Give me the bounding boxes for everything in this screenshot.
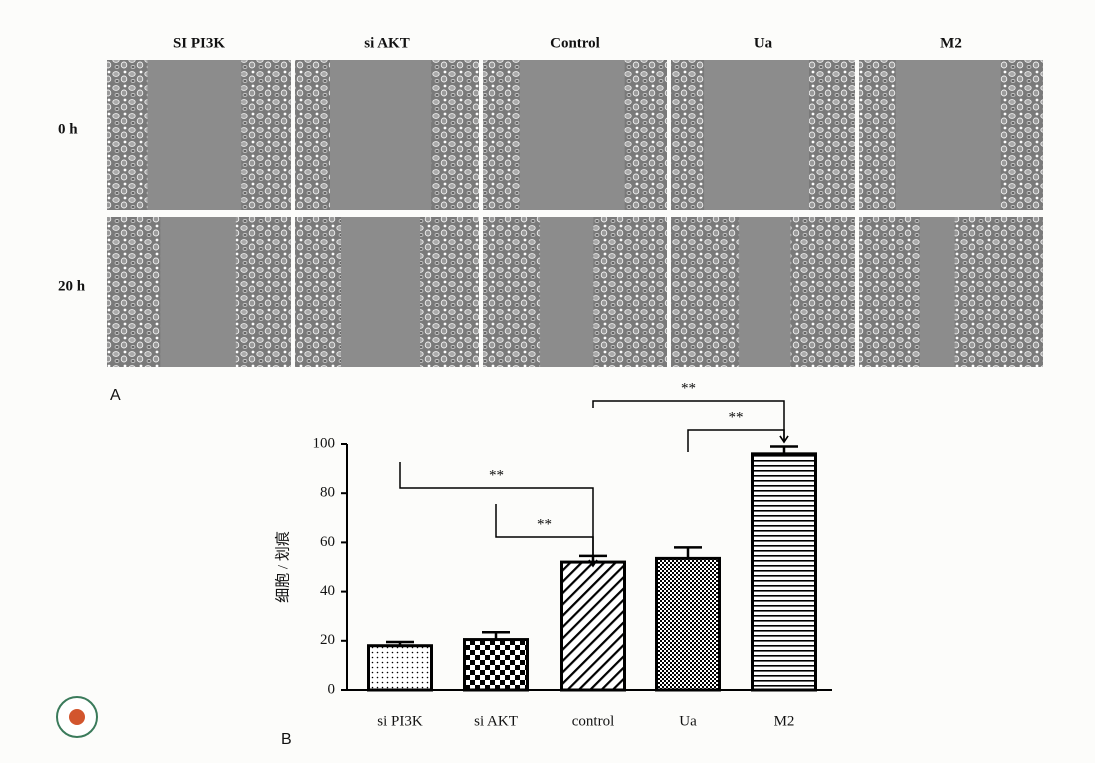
y-axis-label: 细胞 / 划痕 [274,531,291,603]
panel-label: B [281,731,292,748]
scratch-gap [895,60,1001,210]
column-label: M2 [940,35,962,51]
bracket-arrow [779,435,789,444]
significance-bracket [399,462,594,566]
bar [560,560,626,692]
significance-bracket [592,400,785,442]
scratch-gap [739,217,791,367]
bracket-arrow [588,559,598,568]
significance-label: ** [729,409,744,425]
significance-bracket [687,429,785,452]
scratch-gap [540,217,594,367]
significance-label: ** [537,516,552,532]
bar [463,638,529,692]
x-tick-label: si AKT [474,713,518,729]
scratch-gap [704,60,809,210]
column-label: Ua [754,35,773,51]
scratch-gap [160,217,236,367]
logo [56,696,98,738]
y-tick-label: 100 [313,435,336,451]
y-tick-label: 20 [320,632,335,648]
scratch-gap [519,60,625,210]
scratch-gap [329,60,432,210]
significance-bracket [495,504,594,566]
significance-label: ** [489,467,504,483]
row-label: 0 h [58,121,78,137]
bar [751,452,817,692]
scratch-gap [147,60,242,210]
y-tick-label: 40 [320,583,335,599]
scratch-gap [341,217,421,367]
y-tick-label: 60 [320,534,335,550]
row-label: 20 h [58,278,86,294]
x-tick-label: Ua [679,713,697,729]
column-label: si AKT [364,35,409,51]
panel-label: A [110,387,121,404]
y-tick-label: 80 [320,485,335,501]
column-label: SI PI3K [173,35,225,51]
bar [367,644,433,692]
column-label: Control [550,35,600,51]
scratch-gap [919,217,955,367]
y-tick-label: 0 [328,681,336,697]
x-tick-label: si PI3K [377,713,423,729]
x-tick-label: control [572,713,615,729]
significance-label: ** [681,380,696,396]
bar [655,556,721,692]
x-tick-label: M2 [774,713,795,729]
